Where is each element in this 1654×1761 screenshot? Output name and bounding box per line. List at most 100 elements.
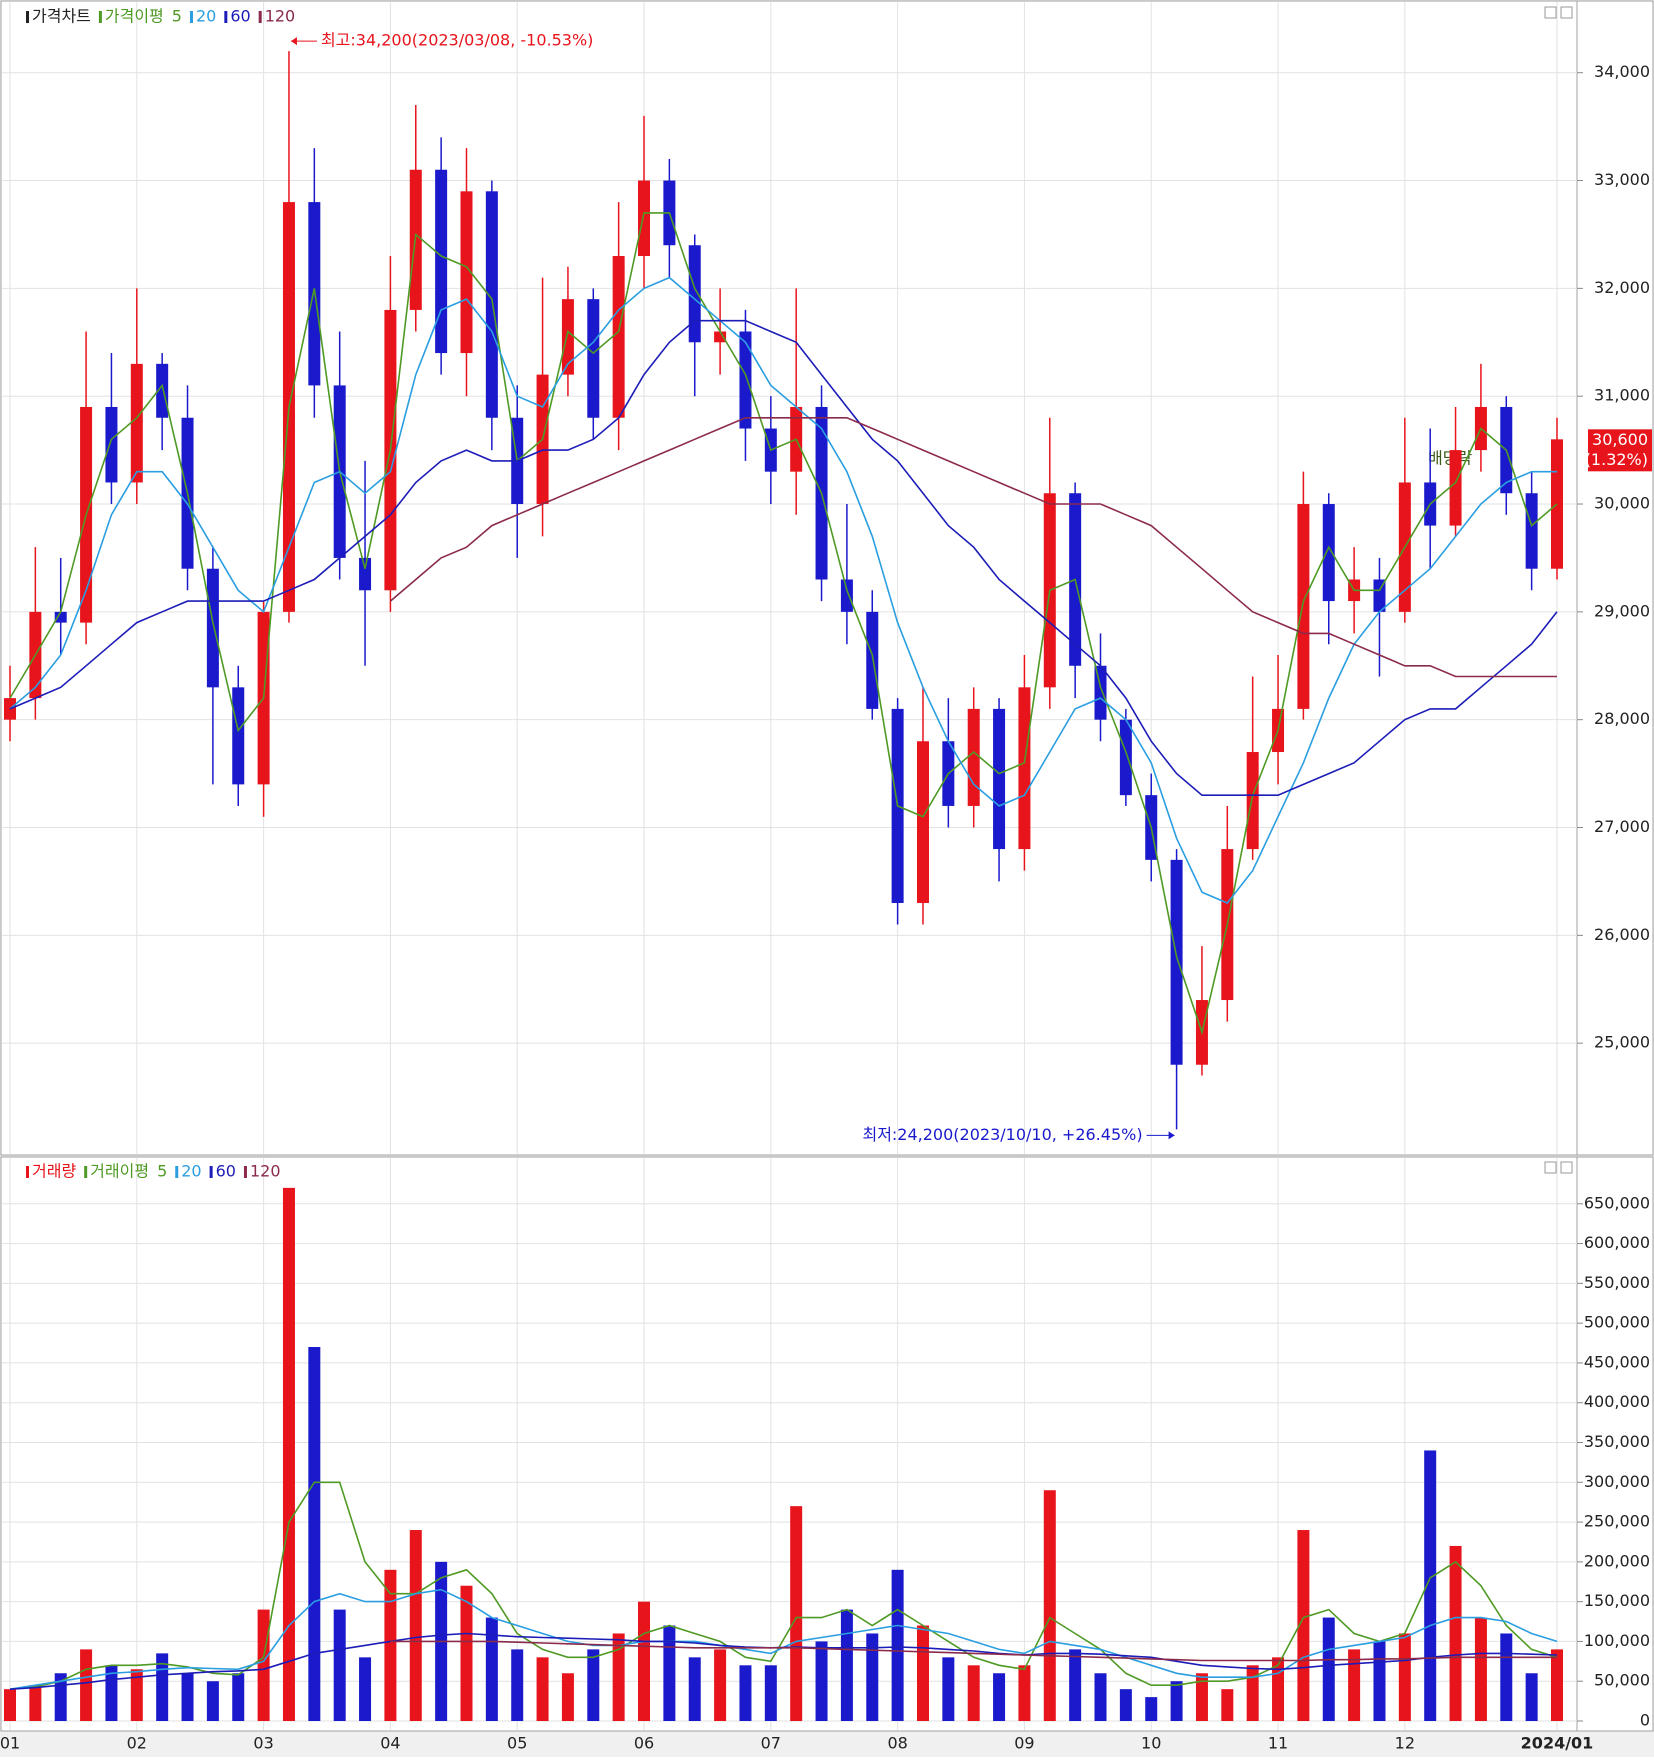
volume-bar <box>206 1681 219 1721</box>
volume-bar <box>840 1609 853 1721</box>
x-tick-label: 12 <box>1395 1734 1415 1753</box>
candle-body <box>1525 493 1538 569</box>
volume-bar <box>638 1601 651 1721</box>
volume-bar <box>1195 1673 1208 1721</box>
x-tick-label: 01 <box>0 1734 20 1753</box>
legend-label: 가격차트 <box>32 7 91 26</box>
volume-bar <box>1348 1649 1361 1721</box>
candle-body <box>1170 859 1183 1065</box>
close-button[interactable] <box>1560 1161 1573 1174</box>
volume-bar <box>916 1625 929 1721</box>
volume-bar <box>891 1569 904 1721</box>
volume-bar <box>181 1673 194 1721</box>
volume-bar <box>1449 1545 1462 1721</box>
volume-bar <box>29 1685 42 1721</box>
x-tick-label: 07 <box>761 1734 781 1753</box>
volume-bar <box>1043 1490 1056 1721</box>
minimize-button[interactable] <box>1544 6 1557 19</box>
y-tick-label: 500,000 <box>1584 1313 1650 1332</box>
candle-body <box>1297 504 1310 709</box>
volume-bar <box>1500 1633 1513 1721</box>
y-tick-label: 650,000 <box>1584 1193 1650 1212</box>
volume-bar <box>333 1609 346 1721</box>
volume-bar <box>511 1649 524 1721</box>
candle-body <box>1322 504 1335 602</box>
volume-bar <box>688 1657 701 1721</box>
volume-bar <box>1145 1697 1158 1721</box>
x-tick-label: 03 <box>253 1734 273 1753</box>
candle-body <box>612 256 625 418</box>
volume-bar <box>308 1347 321 1721</box>
volume-bar <box>1246 1665 1259 1721</box>
legend-label: 20 <box>181 1162 201 1181</box>
legend-marker <box>175 1166 179 1178</box>
legend-marker <box>98 11 102 23</box>
y-tick-label: 25,000 <box>1594 1033 1650 1052</box>
legend-label: 5 <box>172 7 182 26</box>
volume-panel <box>0 1156 1654 1732</box>
candle-body <box>1119 719 1132 796</box>
y-tick-label: 550,000 <box>1584 1273 1650 1292</box>
volume-bar <box>1474 1617 1487 1721</box>
volume-bar <box>460 1585 473 1721</box>
candle-body <box>840 579 853 612</box>
volume-bar <box>1322 1617 1335 1721</box>
candle-body <box>638 180 651 257</box>
close-button[interactable] <box>1560 6 1573 19</box>
candle-body <box>359 557 372 591</box>
candle-body <box>739 331 752 429</box>
ma-line <box>389 417 1557 678</box>
legend-label: 60 <box>216 1162 236 1181</box>
candle-body <box>460 191 473 354</box>
volume-bar <box>409 1530 422 1721</box>
candle-body <box>688 245 701 343</box>
candle-body <box>916 741 929 903</box>
y-tick-label: 31,000 <box>1594 386 1650 405</box>
x-tick-label: 09 <box>1014 1734 1034 1753</box>
last-change-label: (1.32%) <box>1585 450 1648 469</box>
y-tick-label: 28,000 <box>1594 709 1650 728</box>
volume-bar <box>1424 1450 1437 1721</box>
candle-body <box>156 363 169 418</box>
volume-bar <box>764 1665 777 1721</box>
volume-bar <box>485 1617 498 1721</box>
legend-label: 120 <box>265 7 296 26</box>
candle-body <box>232 687 245 785</box>
candle-body <box>485 191 498 418</box>
ma-line <box>9 1481 1558 1690</box>
low-annotation: 최저:24,200(2023/10/10, +26.45%) <box>862 1125 1142 1144</box>
legend-marker <box>26 1166 29 1178</box>
window-buttons <box>1544 6 1573 1174</box>
volume-bar <box>130 1669 143 1721</box>
volume-bar <box>815 1641 828 1721</box>
volume-bar <box>942 1657 955 1721</box>
x-tick-label: 06 <box>634 1734 654 1753</box>
volume-bar <box>866 1633 879 1721</box>
legend-label: 가격이평 <box>105 7 164 26</box>
y-tick-label: 32,000 <box>1594 278 1650 297</box>
last-price-label: 30,600 <box>1592 430 1648 449</box>
ma-line <box>390 1640 1557 1662</box>
volume-bar <box>232 1673 245 1721</box>
volume-bar <box>4 1689 16 1721</box>
y-tick-label: 400,000 <box>1584 1392 1650 1411</box>
candle-body <box>54 611 67 623</box>
x-tick-label: 11 <box>1268 1734 1288 1753</box>
y-tick-label: 300,000 <box>1584 1472 1650 1491</box>
candle-body <box>993 708 1006 850</box>
legend-marker <box>258 11 262 23</box>
y-tick-label: 29,000 <box>1594 601 1650 620</box>
volume-bar <box>663 1625 676 1721</box>
y-tick-label: 450,000 <box>1584 1352 1650 1371</box>
last-price-box <box>1588 429 1652 472</box>
volume-bar <box>1525 1673 1538 1721</box>
y-tick-label: 150,000 <box>1584 1591 1650 1610</box>
volume-bar <box>587 1649 600 1721</box>
legend-label: 거래량 <box>32 1162 76 1181</box>
high-annotation: 최고:34,200(2023/03/08, -10.53%) <box>321 31 593 50</box>
volume-bar <box>1069 1649 1082 1721</box>
y-tick-label: 600,000 <box>1584 1233 1650 1252</box>
y-tick-label: 350,000 <box>1584 1432 1650 1451</box>
minimize-button[interactable] <box>1544 1161 1557 1174</box>
volume-bar <box>80 1649 93 1721</box>
